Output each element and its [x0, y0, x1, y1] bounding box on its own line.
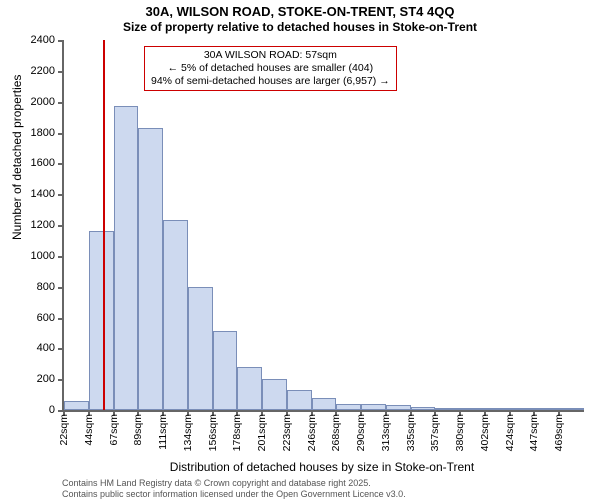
- x-axis-label: Distribution of detached houses by size …: [62, 460, 582, 474]
- x-tick: 22sqm: [58, 410, 70, 446]
- x-tick: 380sqm: [454, 410, 466, 451]
- histogram-bar: [213, 331, 238, 410]
- footer-line-1: Contains HM Land Registry data © Crown c…: [62, 478, 371, 488]
- chart-title-main: 30A, WILSON ROAD, STOKE-ON-TRENT, ST4 4Q…: [0, 4, 600, 19]
- x-tick: 335sqm: [405, 410, 417, 451]
- histogram-bar: [287, 390, 312, 410]
- annotation-line: 30A WILSON ROAD: 57sqm: [151, 49, 390, 62]
- histogram-bar: [138, 128, 163, 410]
- histogram-bar: [89, 231, 114, 410]
- x-tick: 290sqm: [355, 410, 367, 451]
- x-tick: 469sqm: [553, 410, 565, 451]
- y-tick: 1600: [31, 157, 64, 169]
- y-tick: 800: [37, 281, 64, 293]
- histogram-bar: [237, 367, 262, 410]
- y-tick: 2000: [31, 96, 64, 108]
- y-tick: 1000: [31, 250, 64, 262]
- histogram-bar: [114, 106, 139, 410]
- x-tick: 313sqm: [380, 410, 392, 451]
- x-tick: 89sqm: [132, 410, 144, 446]
- x-tick: 134sqm: [182, 410, 194, 451]
- annotation-box: 30A WILSON ROAD: 57sqm← 5% of detached h…: [144, 46, 397, 91]
- x-tick: 246sqm: [306, 410, 318, 451]
- chart-container: 30A, WILSON ROAD, STOKE-ON-TRENT, ST4 4Q…: [0, 0, 600, 500]
- y-tick: 1800: [31, 127, 64, 139]
- y-tick: 2400: [31, 34, 64, 46]
- histogram-bar: [262, 379, 287, 410]
- x-tick: 44sqm: [83, 410, 95, 446]
- histogram-bar: [163, 220, 188, 410]
- plot-area: 0200400600800100012001400160018002000220…: [62, 40, 584, 412]
- y-tick: 600: [37, 312, 64, 324]
- x-tick: 447sqm: [528, 410, 540, 451]
- y-tick: 2200: [31, 65, 64, 77]
- annotation-line: ← 5% of detached houses are smaller (404…: [151, 62, 390, 75]
- x-tick: 357sqm: [429, 410, 441, 451]
- histogram-bar: [312, 398, 337, 410]
- x-tick: 402sqm: [479, 410, 491, 451]
- y-axis-label: Number of detached properties: [10, 75, 24, 240]
- x-tick: 201sqm: [256, 410, 268, 451]
- histogram-bar: [64, 401, 89, 410]
- x-tick: 223sqm: [281, 410, 293, 451]
- footer-line-2: Contains public sector information licen…: [62, 489, 406, 499]
- histogram-bar: [188, 287, 213, 410]
- x-tick: 156sqm: [207, 410, 219, 451]
- y-tick: 400: [37, 342, 64, 354]
- x-tick: 178sqm: [231, 410, 243, 451]
- y-tick: 1200: [31, 219, 64, 231]
- y-tick: 200: [37, 373, 64, 385]
- annotation-line: 94% of semi-detached houses are larger (…: [151, 75, 390, 88]
- y-tick: 1400: [31, 188, 64, 200]
- x-tick: 111sqm: [157, 410, 169, 450]
- x-tick: 424sqm: [504, 410, 516, 451]
- chart-title-sub: Size of property relative to detached ho…: [0, 20, 600, 34]
- x-tick: 67sqm: [108, 410, 120, 446]
- property-marker-line: [103, 40, 105, 410]
- x-tick: 268sqm: [330, 410, 342, 451]
